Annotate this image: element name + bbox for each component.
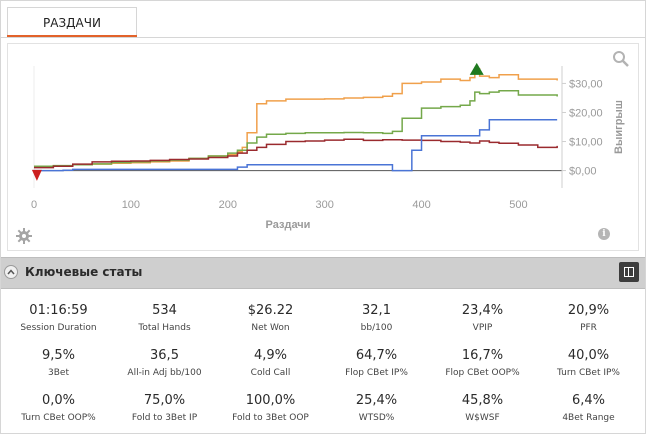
stat-cell: 40,0% Turn CBet IP% bbox=[535, 348, 642, 379]
stat-value: 36,5 bbox=[150, 348, 179, 363]
gear-icon[interactable] bbox=[16, 228, 32, 244]
winnings-chart: 0 100 200 300 400 500 $0,00 $10,00 $20,00 $30,00 Р… bbox=[7, 43, 639, 251]
series-line-3 bbox=[34, 118, 558, 172]
stat-value: 01:16:59 bbox=[29, 303, 88, 318]
stat-label: bb/100 bbox=[360, 323, 393, 333]
stat-value: 534 bbox=[152, 303, 177, 318]
x-tick-label: 0 bbox=[31, 199, 37, 211]
stat-label: Cold Call bbox=[250, 368, 291, 378]
y-tick-label: $20,00 bbox=[569, 107, 603, 119]
tab-bar: РАЗДАЧИ bbox=[1, 1, 645, 38]
collapse-icon[interactable] bbox=[4, 265, 18, 279]
stat-label: Flop CBet OOP% bbox=[445, 368, 520, 378]
x-axis-label: Раздачи bbox=[266, 219, 311, 231]
stat-value: 25,4% bbox=[355, 393, 398, 408]
stat-cell: $26.22 Net Won bbox=[217, 303, 324, 334]
stat-label: Net Won bbox=[251, 323, 290, 333]
stat-value: 9,5% bbox=[41, 348, 76, 363]
stat-label: All-in Adj bb/100 bbox=[127, 368, 202, 378]
stat-cell: 20,9% PFR bbox=[535, 303, 642, 334]
stat-cell: 6,4% 4Bet Range bbox=[535, 393, 642, 424]
stat-cell: 16,7% Flop CBet OOP% bbox=[429, 348, 536, 379]
stat-label: Flop CBet IP% bbox=[345, 368, 408, 378]
x-tick-label: 400 bbox=[412, 199, 430, 211]
stat-value: 16,7% bbox=[461, 348, 504, 363]
stat-value: 32,1 bbox=[362, 303, 391, 318]
stat-label: PFR bbox=[580, 323, 597, 333]
y-tick-label: $0,00 bbox=[569, 166, 597, 178]
stat-value: 75,0% bbox=[143, 393, 186, 408]
stat-cell: 4,9% Cold Call bbox=[217, 348, 324, 379]
stat-label: Turn CBet IP% bbox=[557, 368, 620, 378]
stat-cell: 36,5 All-in Adj bb/100 bbox=[111, 348, 218, 379]
layout-toggle-button[interactable] bbox=[619, 262, 639, 282]
y-tick-label: $10,00 bbox=[569, 137, 603, 149]
stat-cell: 01:16:59 Session Duration bbox=[5, 303, 112, 334]
stat-label: 3Bet bbox=[48, 368, 69, 378]
stat-cell: 9,5% 3Bet bbox=[5, 348, 112, 379]
stat-cell: 534 Total Hands bbox=[111, 303, 218, 334]
zoom-icon[interactable] bbox=[612, 50, 630, 68]
stat-cell: 0,0% Turn CBet OOP% bbox=[5, 393, 112, 424]
key-stats-header: Ключевые статы bbox=[1, 257, 645, 289]
stat-label: W$WSF bbox=[465, 413, 500, 423]
series-line-0 bbox=[34, 68, 558, 167]
max-marker-icon bbox=[469, 62, 484, 75]
stat-cell: 75,0% Fold to 3Bet IP bbox=[111, 393, 218, 424]
stat-value: 45,8% bbox=[461, 393, 504, 408]
stat-label: Session Duration bbox=[20, 323, 97, 333]
stat-label: Fold to 3Bet OOP bbox=[232, 413, 309, 423]
chart-svg: 0 100 200 300 400 500 $0,00 $10,00 $20,00 $30,00 Р… bbox=[31, 62, 625, 231]
stat-cell: 45,8% W$WSF bbox=[429, 393, 536, 424]
stat-label: Fold to 3Bet IP bbox=[131, 413, 198, 423]
section-title: Ключевые статы bbox=[25, 265, 143, 279]
stat-value: $26.22 bbox=[247, 303, 294, 318]
stat-label: Total Hands bbox=[138, 323, 191, 333]
stat-value: 0,0% bbox=[41, 393, 76, 408]
stat-cell: 64,7% Flop CBet IP% bbox=[323, 348, 430, 379]
y-axis-label: Выигрыш bbox=[613, 100, 625, 154]
x-tick-label: 100 bbox=[122, 199, 140, 211]
stat-value: 40,0% bbox=[567, 348, 610, 363]
stat-label: Turn CBet OOP% bbox=[21, 413, 96, 423]
series-line-2 bbox=[34, 138, 558, 169]
y-tick-label: $30,00 bbox=[569, 78, 603, 90]
stat-label: WTSD% bbox=[358, 413, 395, 423]
stat-value: 100,0% bbox=[245, 393, 296, 408]
stat-value: 6,4% bbox=[571, 393, 606, 408]
stat-cell: 25,4% WTSD% bbox=[323, 393, 430, 424]
stat-cell: 32,1 bb/100 bbox=[323, 303, 430, 334]
min-marker-icon bbox=[31, 169, 42, 181]
active-tab-indicator bbox=[7, 35, 137, 37]
stat-cell: 23,4% VPIP bbox=[429, 303, 536, 334]
info-icon[interactable]: i bbox=[598, 228, 610, 240]
stat-value: 64,7% bbox=[355, 348, 398, 363]
tab-hands[interactable]: РАЗДАЧИ bbox=[7, 7, 137, 37]
stat-cell: 100,0% Fold to 3Bet OOP bbox=[217, 393, 324, 424]
stat-label: VPIP bbox=[472, 323, 493, 333]
series-line-1 bbox=[34, 89, 558, 167]
x-tick-label: 500 bbox=[509, 199, 527, 211]
x-tick-label: 200 bbox=[219, 199, 237, 211]
stat-value: 23,4% bbox=[461, 303, 504, 318]
x-tick-label: 300 bbox=[315, 199, 333, 211]
stat-value: 20,9% bbox=[567, 303, 610, 318]
stat-value: 4,9% bbox=[253, 348, 288, 363]
tab-hands-label: РАЗДАЧИ bbox=[43, 16, 101, 30]
stat-label: 4Bet Range bbox=[562, 413, 615, 423]
